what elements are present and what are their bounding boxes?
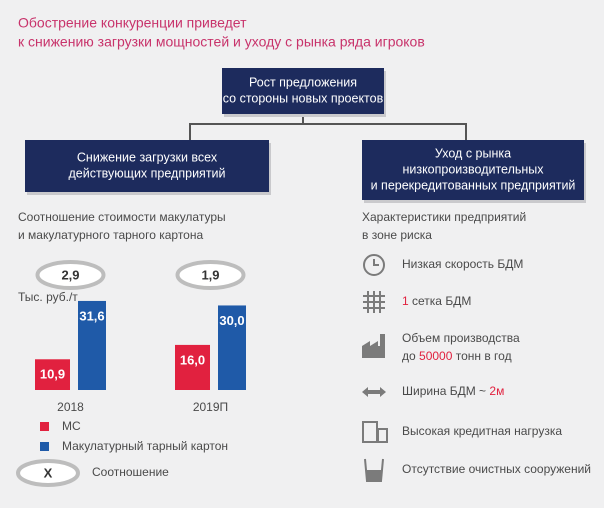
ratio-label: 1,9: [201, 267, 219, 282]
box: [222, 68, 384, 114]
box-text: действующих предприятий: [68, 166, 225, 180]
risk-item: Низкая скорость БДМ: [402, 257, 523, 271]
icon: [377, 428, 388, 443]
icon: [373, 259, 379, 266]
risk-item: до 50000 тонн в год: [402, 349, 512, 363]
text-part: Отсутствие очистных сооружений: [402, 462, 591, 476]
icon: [362, 334, 385, 358]
bar-value: 31,6: [79, 308, 104, 323]
bar: [35, 359, 70, 390]
legend-swatch: [40, 422, 49, 431]
text-part: сетка БДМ: [409, 294, 472, 308]
x-tick-label: 2019П: [193, 400, 228, 414]
risk-item: Отсутствие очистных сооружений: [402, 462, 591, 476]
ratio-label: 2,9: [61, 267, 79, 282]
legend-symbol: X: [44, 465, 53, 480]
icon: [363, 291, 385, 313]
risk-item: Высокая кредитная нагрузка: [402, 424, 562, 438]
box: [25, 140, 269, 192]
risk-title: в зоне риска: [362, 228, 432, 242]
bar-value: 16,0: [180, 352, 205, 367]
icon: [362, 387, 386, 397]
ratio-oval: [175, 260, 246, 290]
ratio-oval: [35, 260, 106, 290]
title: к снижению загрузки мощностей и уходу с …: [18, 34, 425, 50]
bar: [218, 305, 246, 390]
box-text: Рост предложения: [249, 75, 357, 89]
box-text: и перекредитованных предприятий: [371, 178, 576, 192]
box-text: Снижение загрузки всех: [77, 150, 218, 164]
bar: [175, 344, 210, 390]
text-part: Низкая скорость БДМ: [402, 257, 523, 271]
risk-title: Характеристики предприятий: [362, 210, 526, 224]
x-tick-label: 2018: [57, 400, 84, 414]
text-part: тонн в год: [452, 349, 511, 363]
text-part: Объем производства: [402, 331, 520, 345]
icon: [362, 421, 378, 443]
accent-text: 1: [402, 294, 409, 308]
icon: [363, 254, 385, 276]
text-part: Высокая кредитная нагрузка: [402, 424, 562, 438]
text-part: Ширина БДМ ~: [402, 384, 489, 398]
icon: [364, 458, 384, 482]
bar-value: 30,0: [219, 313, 244, 328]
unit-label: Тыс. руб./т: [18, 290, 78, 304]
chart-subtitle: и макулатурного тарного картона: [18, 228, 203, 242]
box-text: низкопроизводительных: [402, 162, 544, 176]
text-part: до: [402, 349, 419, 363]
legend-label: МС: [62, 419, 81, 433]
icon: [367, 470, 381, 480]
legend-swatch: [40, 442, 49, 451]
bar-value: 10,9: [40, 367, 65, 382]
chart-subtitle: Соотношение стоимости макулатуры: [18, 210, 226, 224]
legend-oval: [16, 459, 80, 487]
box: [362, 140, 584, 200]
legend-label: Макулатурный тарный картон: [62, 439, 228, 453]
risk-item: 1 сетка БДМ: [402, 294, 471, 308]
title: Обострение конкуренции приведет: [18, 15, 247, 31]
risk-item: Объем производства: [402, 331, 520, 345]
connector: [189, 114, 467, 140]
legend-label: Соотношение: [92, 465, 169, 479]
box-text: Уход с рынка: [435, 146, 511, 160]
accent-text: 50000: [419, 349, 453, 363]
bar: [78, 300, 106, 390]
risk-item: Ширина БДМ ~ 2м: [402, 384, 504, 398]
box-text: со стороны новых проектов: [223, 91, 384, 105]
accent-text: 2м: [489, 384, 504, 398]
